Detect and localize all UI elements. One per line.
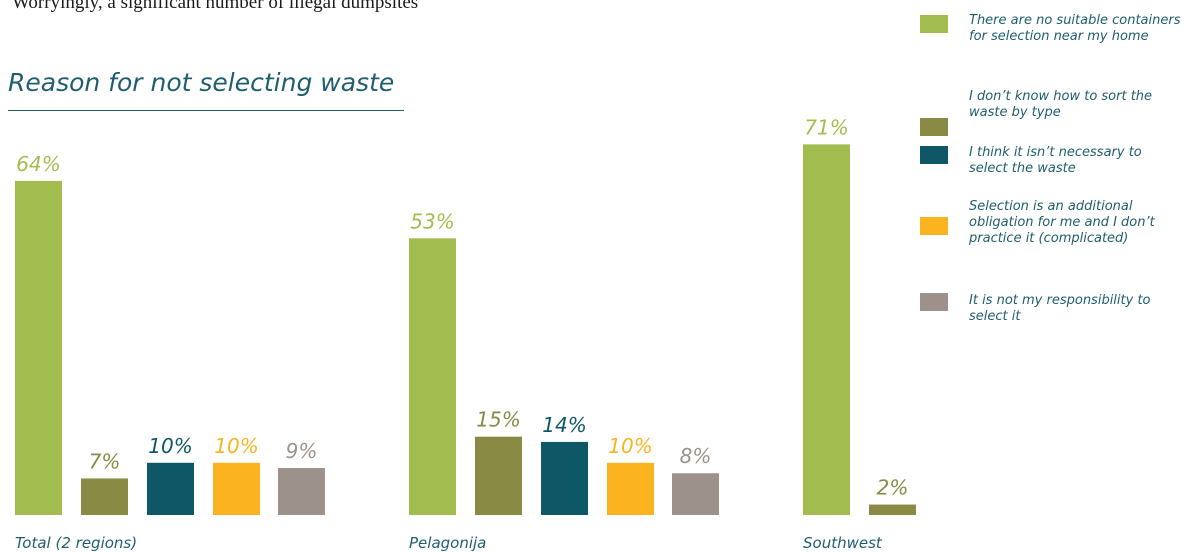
bar-1-0: [409, 238, 456, 515]
legend-label: There are no suitable containers for sel…: [969, 13, 1181, 44]
data-label: 2%: [877, 476, 909, 500]
category-label: Southwest: [803, 534, 883, 552]
legend-swatch: [920, 15, 948, 33]
legend-swatch: [920, 146, 948, 164]
bar-0-3: [213, 462, 260, 515]
data-label: 71%: [804, 115, 848, 139]
heading-underline: [8, 110, 404, 111]
category-label: Total (2 regions): [15, 534, 137, 552]
legend-swatch: [920, 293, 948, 311]
data-label: 10%: [214, 434, 258, 458]
data-label: 14%: [542, 413, 586, 437]
bar-chart: 64% 7% 10% 10% 9% Total (2 regions) 53% 15% 14% 1…: [15, 115, 916, 552]
data-label: 10%: [148, 434, 192, 458]
data-label: 7%: [89, 449, 121, 473]
legend-label: I think it isn’t necessary to select the…: [969, 145, 1142, 176]
data-label: 9%: [286, 439, 318, 463]
bar-0-4: [278, 468, 325, 515]
data-label: 15%: [476, 408, 520, 432]
data-label: 8%: [680, 444, 712, 468]
legend-label: Selection is an additional obligation fo…: [969, 199, 1155, 246]
chart-heading: Reason for not selecting waste: [8, 68, 395, 97]
bar-0-1: [81, 478, 128, 515]
bar-0-0: [15, 180, 62, 516]
bar-1-3: [607, 462, 654, 515]
bar-1-1: [475, 436, 522, 515]
legend-label: It is not my responsibility to select it: [969, 293, 1151, 324]
bar-2-0: [803, 144, 850, 515]
bar-1-2: [541, 441, 588, 515]
bar-0-2: [147, 462, 194, 515]
data-label: 64%: [16, 152, 60, 176]
legend-label: I don’t know how to sort the waste by ty…: [969, 89, 1153, 120]
category-label: Pelagonija: [409, 534, 486, 552]
legend-swatch: [920, 217, 948, 235]
bar-1-4: [672, 473, 719, 515]
legend-swatch: [920, 118, 948, 136]
data-label: 53%: [410, 209, 454, 233]
data-label: 10%: [608, 434, 652, 458]
bar-2-1: [869, 504, 916, 515]
intro-text: Worryingly, a significant number of ille…: [12, 0, 419, 13]
